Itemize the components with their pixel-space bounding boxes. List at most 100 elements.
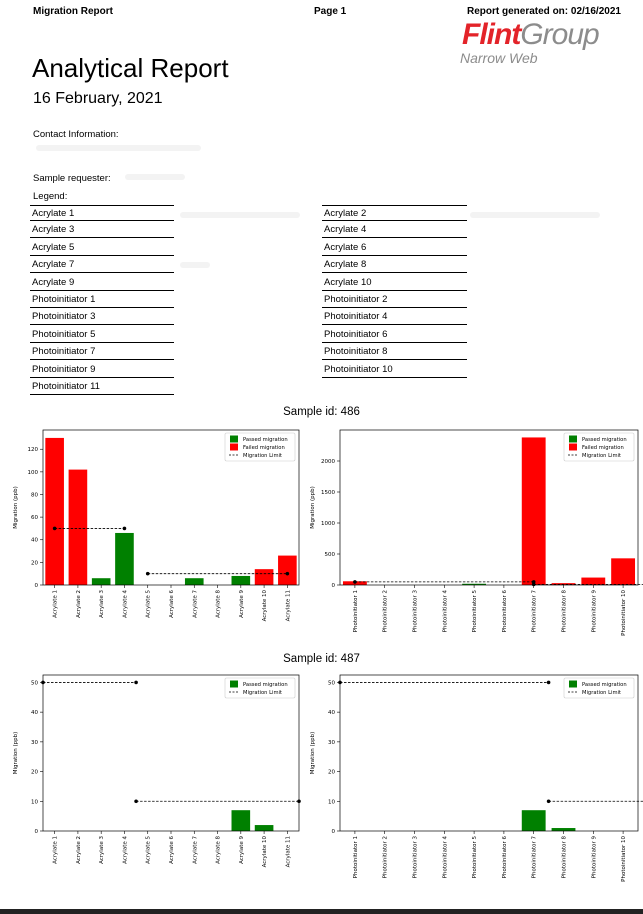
x-tick-label: Photoinitiator 7	[532, 836, 538, 879]
y-tick-label: 60	[31, 515, 38, 521]
x-tick-label: Acrylate 6	[169, 590, 175, 618]
redacted-legend-right	[470, 212, 600, 218]
y-tick-label: 50	[31, 680, 38, 686]
legend-entry: Photoinitiator 9	[30, 362, 174, 378]
y-tick-label: 80	[31, 492, 38, 498]
redacted-requester	[125, 174, 185, 180]
flint-group-logo: FlintGroup	[462, 18, 600, 52]
chart-486-photoinitiators: 0 500 1000 1500 2000 Migration (ppb) Photoinit…	[310, 429, 643, 636]
redacted-legend-left	[180, 262, 210, 268]
legend-entry: Acrylate 5	[30, 240, 174, 256]
bar-acrylate-3	[91, 578, 111, 585]
limit-marker	[285, 571, 290, 576]
legend-entry-label: Migration Limit	[582, 690, 621, 696]
bar-acrylate-7	[184, 578, 204, 585]
legend-entry: Acrylate 1	[30, 205, 174, 221]
limit-marker	[122, 526, 127, 531]
limit-marker	[134, 799, 138, 804]
legend-entry-label: Migration Limit	[243, 690, 282, 696]
chart-legend	[563, 677, 635, 699]
plot-frame	[339, 674, 639, 832]
y-tick-label: 1000	[321, 521, 335, 527]
x-tick-label: Acrylate 7	[192, 836, 198, 864]
y-tick-label: 20	[31, 560, 38, 566]
x-tick-label: Photoinitiator 8	[562, 590, 568, 633]
y-tick-label: 0	[332, 829, 336, 835]
y-tick-label: 40	[31, 538, 38, 544]
requester-label: Sample requester:	[33, 173, 111, 184]
legend-label: Legend:	[33, 191, 68, 202]
header-report-name: Migration Report	[33, 6, 113, 17]
limit-marker	[546, 680, 551, 685]
y-tick-label: 0	[35, 829, 39, 835]
legend-entry-label: Passed migration	[582, 437, 627, 443]
bar-photoinitiator-5	[462, 583, 487, 585]
x-tick-label: Photoinitiator 9	[591, 836, 597, 879]
x-tick-label: Photoinitiator 5	[472, 590, 478, 633]
limit-marker	[353, 580, 357, 584]
legend-entry: Acrylate 9	[30, 275, 174, 291]
x-tick-label: Photoinitiator 7	[532, 590, 538, 633]
bar-acrylate-4	[115, 532, 134, 585]
x-tick-label: Photoinitiator 3	[413, 590, 419, 633]
legend-swatch	[230, 680, 238, 688]
y-tick-label: 10	[31, 799, 38, 805]
chart-486-acrylates: 0 20 40 60 80 100 120 Migration (ppb) Acrylate 1…	[13, 429, 300, 621]
x-tick-label: Acrylate 1	[53, 590, 59, 618]
bar-acrylate-10	[254, 569, 274, 585]
y-axis-label: Migration (ppb)	[13, 732, 19, 774]
legend-entry-label: Failed migration	[582, 445, 624, 451]
x-tick-label: Photoinitiator 4	[442, 836, 448, 879]
bar-photoinitiator-10	[611, 558, 636, 585]
y-tick-label: 500	[325, 552, 336, 558]
y-axis-label: Migration (ppb)	[310, 486, 316, 528]
y-axis-label: Migration (ppb)	[13, 486, 19, 528]
legend-swatch	[569, 443, 577, 451]
chart-legend	[224, 677, 296, 699]
y-tick-label: 40	[328, 710, 335, 716]
bar-acrylate-10	[254, 825, 274, 831]
report-title: Analytical Report	[32, 53, 229, 83]
y-tick-label: 20	[31, 770, 38, 776]
limit-marker	[52, 526, 57, 531]
legend-entry-label: Migration Limit	[582, 453, 621, 459]
bar-acrylate-2	[68, 469, 88, 585]
x-tick-label: Photoinitiator 5	[472, 836, 478, 879]
legend-entry-label: Migration Limit	[243, 453, 282, 459]
x-tick-label: Acrylate 9	[239, 836, 245, 864]
legend-entry: Photoinitiator 8	[322, 344, 467, 361]
legend-entry: Photoinitiator 10	[322, 362, 467, 378]
legend-entry: Photoinitiator 4	[322, 309, 467, 326]
legend-entry: Acrylate 4	[322, 222, 467, 239]
x-tick-label: Acrylate 6	[169, 836, 175, 864]
x-tick-label: Photoinitiator 8	[562, 836, 568, 879]
legend-entry-label: Failed migration	[243, 445, 285, 451]
y-tick-label: 100	[28, 470, 39, 476]
plot-frame	[42, 429, 300, 586]
bar-photoinitiator-8	[551, 828, 576, 831]
footer-rule	[0, 909, 643, 914]
logo-subtitle: Narrow Web	[460, 50, 538, 66]
legend-swatch	[230, 435, 238, 443]
y-tick-label: 20	[328, 770, 335, 776]
chart-487-acrylates: 0 10 20 30 40 50 Migration (ppb) Acrylate 1 Acry…	[13, 674, 301, 867]
y-tick-label: 1500	[321, 490, 335, 496]
legend-entry-label: Passed migration	[582, 682, 627, 688]
legend-entry: Acrylate 6	[322, 240, 467, 256]
legend-entry: Acrylate 7	[30, 257, 174, 274]
x-tick-label: Photoinitiator 9	[591, 590, 597, 633]
report-date: 16 February, 2021	[33, 90, 163, 107]
redacted-contact	[36, 145, 201, 151]
x-tick-label: Photoinitiator 6	[502, 836, 508, 879]
header-page-number: Page 1	[314, 6, 347, 17]
x-tick-label: Photoinitiator 1	[353, 590, 359, 632]
x-tick-label: Acrylate 4	[122, 836, 128, 864]
x-tick-label: Photoinitiator 2	[383, 836, 389, 878]
legend-entry-label: Passed migration	[243, 682, 288, 688]
contact-label: Contact Information:	[33, 129, 119, 140]
sample-title-486: Sample id: 486	[283, 406, 360, 418]
y-tick-label: 40	[31, 710, 38, 716]
x-tick-label: Acrylate 8	[216, 836, 222, 864]
bar-photoinitiator-7	[521, 437, 546, 585]
x-tick-label: Acrylate 5	[146, 590, 152, 618]
